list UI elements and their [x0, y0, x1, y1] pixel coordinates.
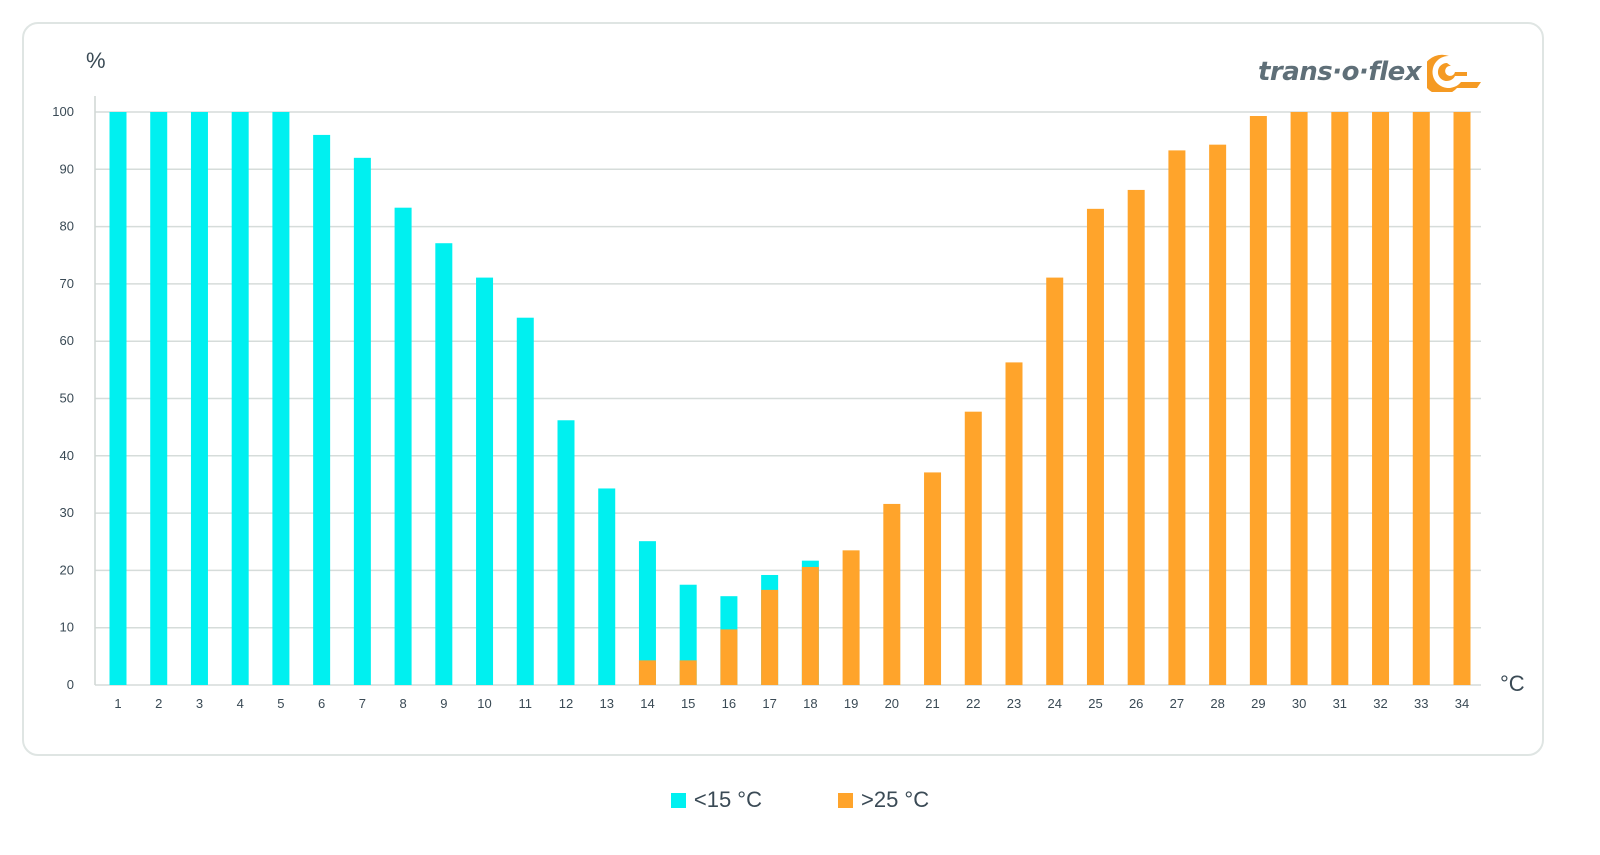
legend-swatch-hot	[838, 792, 853, 808]
x-tick-label: 15	[681, 696, 695, 711]
bar-hot	[720, 629, 738, 685]
y-axis-unit: %	[86, 48, 106, 73]
x-tick-label: 30	[1292, 696, 1306, 711]
x-tick-label: 16	[722, 696, 736, 711]
y-tick-labels: 0 10 20 30 40 50 60 70 80 90 100	[52, 104, 74, 692]
y-tick-label: 50	[60, 391, 74, 406]
bar-hot	[883, 503, 901, 685]
bar-hot	[801, 566, 819, 685]
bar-hot	[638, 660, 656, 685]
x-tick-label: 28	[1210, 696, 1224, 711]
y-tick-label: 10	[60, 620, 74, 635]
x-tick-label: 11	[519, 696, 533, 711]
x-tick-label: 17	[762, 696, 776, 711]
x-tick-label: 2	[155, 696, 162, 711]
bar-hot	[1290, 112, 1308, 685]
x-tick-label: 33	[1414, 696, 1428, 711]
x-tick-label: 1	[114, 696, 121, 711]
chart-legend: <15 °C >25 °C	[0, 787, 1600, 813]
legend-item-cold: <15 °C	[670, 787, 762, 813]
bar-hot	[1209, 144, 1227, 685]
x-tick-label: 4	[237, 696, 244, 711]
bar-cold	[313, 134, 331, 686]
x-tick-label: 10	[477, 696, 491, 711]
x-tick-label: 14	[640, 696, 654, 711]
bar-hot	[1046, 277, 1064, 685]
bar-hot	[842, 550, 860, 685]
bar-hot	[924, 472, 942, 685]
legend-swatch-cold	[670, 792, 686, 808]
bar-cold	[394, 207, 412, 686]
bar-hot	[1412, 112, 1430, 685]
x-tick-label: 25	[1088, 696, 1102, 711]
x-tick-label: 8	[399, 696, 406, 711]
x-tick-label: 29	[1251, 696, 1265, 711]
y-tick-label: 80	[60, 219, 74, 234]
bar-hot	[1249, 116, 1267, 686]
x-tick-labels: 1 2 3 4 5 6 7 8 9 10 11 12 13 14 15 16 17 18 19 20 21 22 23 24 2…	[114, 696, 1469, 711]
gridlines	[94, 96, 1481, 686]
x-tick-label: 34	[1455, 696, 1469, 711]
bar-hot	[1331, 112, 1349, 685]
bar-hot	[679, 660, 697, 685]
y-tick-label: 90	[60, 161, 74, 176]
bar-cold	[598, 488, 616, 685]
bar-hot	[1453, 112, 1471, 685]
y-tick-label: 40	[60, 448, 74, 463]
y-tick-label: 60	[60, 333, 74, 348]
x-tick-label: 9	[440, 696, 447, 711]
x-tick-label: 13	[599, 696, 613, 711]
x-tick-label: 18	[803, 696, 817, 711]
x-tick-label: 27	[1170, 696, 1184, 711]
y-tick-label: 100	[52, 104, 74, 119]
logo-swirl-icon	[1427, 54, 1482, 92]
bar-cold	[109, 112, 127, 685]
x-tick-label: 23	[1007, 696, 1021, 711]
brand-logo: trans·o·flex	[1258, 50, 1483, 94]
logo-wordmark: trans·o·flex	[1258, 57, 1422, 87]
bar-cold	[557, 420, 575, 685]
x-tick-label: 22	[966, 696, 980, 711]
x-tick-label: 21	[925, 696, 939, 711]
bar-hot	[1005, 362, 1023, 685]
x-tick-label: 7	[359, 696, 366, 711]
x-axis-unit: °C	[1500, 671, 1525, 696]
bar-cold	[150, 112, 168, 685]
x-tick-label: 3	[196, 696, 203, 711]
bar-cold	[272, 112, 290, 685]
x-tick-label: 32	[1373, 696, 1387, 711]
x-tick-label: 5	[277, 696, 284, 711]
bar-hot	[1168, 150, 1186, 686]
bar-cold	[435, 243, 453, 686]
bar-hot	[964, 411, 982, 685]
bar-cold	[353, 157, 371, 686]
y-tick-label: 20	[60, 562, 74, 577]
legend-label-cold: <15 °C	[693, 787, 762, 812]
x-tick-label: 26	[1129, 696, 1143, 711]
bar-cold	[516, 317, 534, 685]
legend-item-hot: >25 °C	[838, 787, 929, 813]
y-tick-label: 0	[67, 677, 74, 692]
y-tick-label: 30	[60, 505, 74, 520]
x-tick-label: 6	[318, 696, 325, 711]
bar-cold	[638, 541, 656, 685]
x-tick-label: 12	[559, 696, 573, 711]
x-tick-label: 19	[844, 696, 858, 711]
legend-label-hot: >25 °C	[861, 787, 930, 812]
bar-hot	[1127, 189, 1145, 686]
bar-hot	[1372, 112, 1390, 685]
bar-cold	[190, 112, 208, 685]
bar-hot	[1086, 208, 1104, 685]
bars	[109, 112, 1471, 686]
x-tick-label: 31	[1333, 696, 1347, 711]
bar-cold	[476, 277, 494, 685]
bar-hot	[761, 589, 779, 685]
bar-cold	[679, 584, 697, 685]
x-tick-label: 20	[885, 696, 899, 711]
bar-cold	[231, 112, 249, 685]
x-tick-label: 24	[1047, 696, 1061, 711]
y-tick-label: 70	[60, 276, 74, 291]
